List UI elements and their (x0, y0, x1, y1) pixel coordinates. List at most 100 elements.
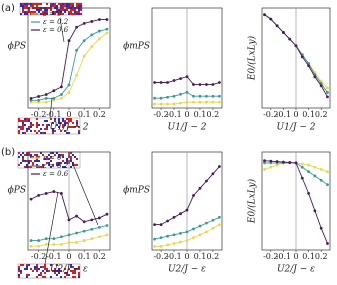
spin (20, 13, 22, 15)
data-point (179, 240, 182, 244)
spin (76, 5, 78, 7)
data-point (166, 81, 169, 84)
spin (52, 270, 54, 272)
data-point (153, 96, 156, 100)
data-point (67, 218, 71, 222)
spin (70, 166, 72, 168)
spin (60, 13, 62, 15)
spin (54, 5, 56, 7)
spin (68, 118, 70, 120)
data-point (205, 221, 208, 225)
data-point (90, 218, 94, 222)
data-point (185, 90, 189, 94)
spin (22, 156, 24, 158)
spin (76, 122, 78, 124)
spin (78, 268, 80, 270)
spin (18, 130, 20, 132)
spin (36, 270, 38, 272)
data-point (269, 159, 273, 163)
spin (42, 124, 44, 126)
spin (40, 9, 42, 11)
spin (76, 268, 78, 270)
spin (20, 120, 22, 122)
spin (64, 130, 66, 132)
spin (28, 160, 30, 162)
arrows (44, 17, 99, 265)
spin (36, 166, 38, 168)
spin (74, 9, 76, 11)
data-point (198, 100, 202, 104)
data-point (166, 219, 169, 223)
spin (22, 9, 24, 11)
data-point (159, 236, 163, 240)
spin (56, 5, 58, 7)
spin (46, 3, 48, 5)
data-point (105, 31, 109, 35)
spin (46, 128, 48, 130)
spin (28, 128, 30, 130)
data-point (179, 77, 182, 80)
data-point (326, 86, 329, 90)
data-point (75, 48, 78, 52)
spin (20, 126, 22, 128)
spin (30, 122, 32, 124)
data-point (211, 94, 215, 98)
arrow (71, 161, 99, 226)
spin (38, 9, 40, 11)
spin (54, 13, 56, 15)
data-point (90, 227, 94, 231)
spin (50, 156, 52, 158)
spin (32, 5, 34, 7)
data-point (185, 100, 189, 104)
data-point (67, 233, 71, 237)
spin (74, 11, 76, 13)
spin (24, 120, 26, 122)
spin (64, 162, 66, 164)
data-point (37, 100, 41, 104)
spin (46, 11, 48, 13)
spin (64, 122, 66, 124)
spin (36, 3, 38, 5)
data-point (185, 230, 189, 234)
x-tick-label: 0.2 (315, 110, 328, 119)
spin (74, 276, 76, 278)
spin (18, 274, 20, 276)
spin (22, 126, 24, 128)
data-point (67, 83, 71, 87)
y-axis-label: ϕmPS (123, 186, 150, 196)
data-point (159, 96, 163, 100)
spin (42, 270, 44, 272)
data-point (263, 159, 266, 163)
spin (78, 5, 80, 7)
spin (18, 266, 20, 268)
data-point (319, 226, 323, 230)
spin (50, 9, 52, 11)
data-point (172, 242, 176, 245)
spin (60, 9, 62, 11)
x-tick-label: -0.1 (166, 252, 181, 261)
data-point (153, 244, 156, 248)
spin (62, 13, 64, 15)
data-point (179, 212, 182, 216)
spin (70, 156, 72, 158)
data-point (307, 163, 310, 167)
spin (36, 160, 38, 162)
spin (54, 3, 56, 5)
spin (64, 5, 66, 7)
spin (76, 3, 78, 5)
data-point (192, 100, 195, 104)
spin (72, 13, 74, 15)
spin (46, 120, 48, 122)
data-point (185, 208, 189, 212)
data-point (192, 94, 195, 98)
spin (20, 128, 22, 130)
spin (70, 9, 72, 11)
data-point (211, 226, 215, 230)
spin (44, 264, 46, 266)
spin (60, 11, 62, 13)
data-point (205, 94, 208, 98)
spin (54, 270, 56, 272)
spin (36, 156, 38, 158)
spin (54, 118, 56, 120)
data-point (153, 102, 156, 106)
